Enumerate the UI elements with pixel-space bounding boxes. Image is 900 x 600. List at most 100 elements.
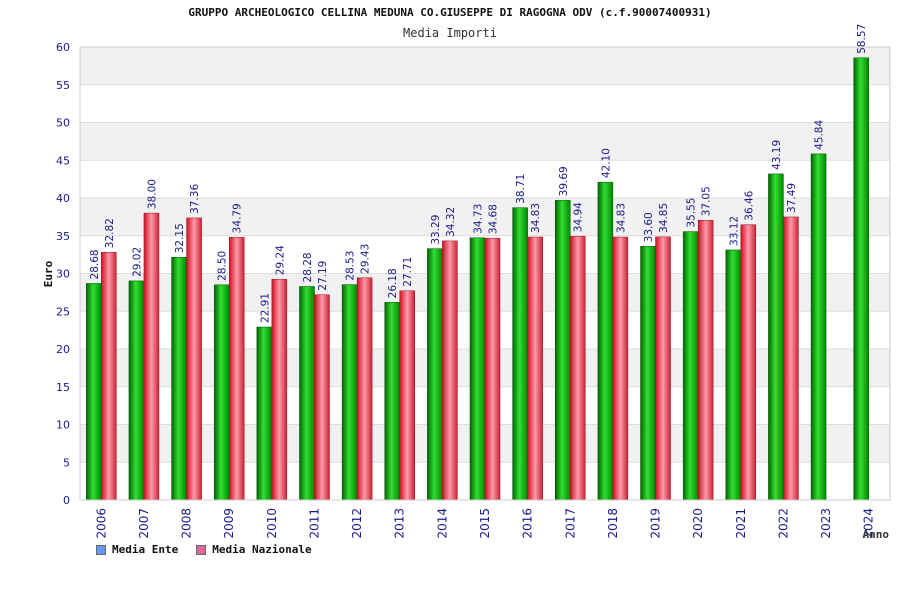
chart-subtitle: Media Importi [403, 26, 497, 40]
data-label: 34.83 [615, 203, 627, 233]
x-tick-label: 2015 [478, 508, 492, 539]
data-label: 36.46 [743, 190, 755, 220]
bar-media-ente-2017 [555, 200, 571, 501]
legend-label-media-ente: Media Ente [112, 543, 179, 556]
data-label: 42.10 [600, 148, 612, 178]
data-label: 37.05 [701, 186, 713, 216]
bar-media-nazionale-2010 [271, 278, 288, 501]
x-axis-label: Anno [863, 528, 890, 541]
x-tick-label: 2016 [521, 508, 535, 539]
data-label: 33.12 [728, 216, 740, 246]
bar-media-ente-2008 [171, 257, 187, 501]
data-label: 39.69 [558, 166, 570, 196]
data-label: 29.24 [274, 245, 286, 275]
bar-media-ente-2014 [427, 248, 443, 501]
data-label: 32.15 [174, 223, 186, 253]
bar-media-ente-2019 [640, 246, 656, 501]
data-label: 58.57 [856, 24, 868, 54]
y-tick-label: 5 [63, 456, 70, 469]
y-tick-label: 20 [56, 343, 70, 356]
data-label: 26.18 [387, 268, 399, 298]
chart-legend: Media Ente Media Nazionale [96, 543, 312, 556]
bar-media-ente-2023 [810, 153, 827, 501]
bar-media-ente-2020 [682, 231, 699, 501]
bar-media-nazionale-2014 [442, 240, 458, 501]
bar-media-ente-2015 [469, 237, 486, 501]
bar-media-nazionale-2012 [356, 277, 373, 501]
grid-band [80, 160, 890, 198]
data-label: 34.83 [530, 203, 542, 233]
data-label: 37.49 [786, 183, 798, 213]
bar-media-ente-2022 [768, 173, 784, 501]
bar-media-nazionale-2016 [527, 236, 543, 501]
x-tick-label: 2019 [649, 508, 663, 539]
x-tick-label: 2012 [350, 508, 364, 539]
legend-item-media-ente: Media Ente [96, 543, 178, 556]
y-tick-label: 0 [63, 494, 70, 507]
bar-media-ente-2016 [512, 207, 528, 501]
data-label: 34.32 [445, 207, 457, 237]
bar-media-ente-2012 [341, 284, 358, 501]
bar-media-ente-2018 [597, 181, 614, 501]
bar-media-nazionale-2022 [783, 216, 799, 501]
data-label: 33.29 [430, 215, 442, 245]
plot-frame [79, 46, 891, 501]
legend-swatch-media-ente [96, 544, 106, 555]
bar-media-ente-2006 [86, 283, 102, 501]
data-label: 45.84 [814, 120, 826, 150]
data-label: 28.28 [302, 252, 314, 282]
bar-media-ente-2011 [299, 286, 315, 501]
data-label: 35.55 [686, 198, 698, 228]
x-tick-label: 2017 [563, 508, 577, 539]
bar-media-nazionale-2007 [143, 212, 160, 501]
data-label: 28.68 [89, 249, 101, 279]
bar-media-nazionale-2017 [570, 235, 586, 501]
x-tick-label: 2020 [691, 508, 705, 539]
bar-media-nazionale-2008 [186, 217, 202, 501]
y-tick-label: 60 [56, 41, 70, 54]
data-label: 22.91 [259, 293, 271, 323]
y-tick-label: 15 [56, 381, 70, 394]
bar-media-nazionale-2015 [484, 237, 501, 501]
data-label: 37.36 [189, 184, 201, 214]
bar-media-ente-2007 [128, 280, 145, 501]
bar-media-ente-2024 [853, 57, 869, 501]
data-label: 29.43 [360, 244, 372, 274]
bar-media-nazionale-2020 [697, 220, 714, 501]
bar-media-nazionale-2009 [228, 237, 245, 501]
bar-media-nazionale-2013 [399, 290, 415, 501]
legend-item-media-nazionale: Media Nazionale [196, 543, 312, 556]
y-tick-label: 25 [56, 305, 70, 318]
x-tick-label: 2008 [180, 508, 194, 539]
bar-media-nazionale-2018 [612, 236, 629, 501]
grid-band [80, 84, 890, 123]
y-tick-label: 55 [56, 79, 70, 92]
legend-label-media-nazionale: Media Nazionale [212, 543, 312, 556]
y-tick-label: 35 [56, 230, 70, 243]
data-label: 43.19 [771, 140, 783, 170]
bar-media-ente-2009 [213, 284, 230, 501]
data-label: 34.94 [573, 202, 585, 232]
x-tick-label: 2010 [265, 508, 279, 539]
x-tick-label: 2006 [94, 508, 108, 539]
x-tick-label: 2013 [393, 508, 407, 539]
data-label: 32.82 [104, 218, 116, 248]
x-tick-label: 2009 [222, 508, 236, 539]
y-tick-label: 40 [56, 192, 70, 205]
bar-media-ente-2013 [384, 302, 400, 501]
bar-media-nazionale-2019 [655, 236, 671, 501]
data-label: 34.85 [658, 203, 670, 233]
data-label: 27.71 [402, 257, 414, 287]
x-tick-label: 2022 [776, 508, 790, 539]
x-tick-label: 2023 [819, 508, 833, 539]
bar-media-nazionale-2011 [314, 294, 330, 501]
data-label: 34.79 [232, 203, 244, 233]
bar-media-ente-2010 [256, 326, 273, 501]
chart-title: GRUPPO ARCHEOLOGICO CELLINA MEDUNA CO.GI… [188, 6, 712, 19]
x-tick-label: 2011 [307, 508, 321, 539]
data-label: 28.53 [345, 251, 357, 281]
x-tick-label: 2007 [137, 508, 151, 539]
data-label: 34.73 [473, 204, 485, 234]
x-tick-label: 2021 [734, 508, 748, 539]
